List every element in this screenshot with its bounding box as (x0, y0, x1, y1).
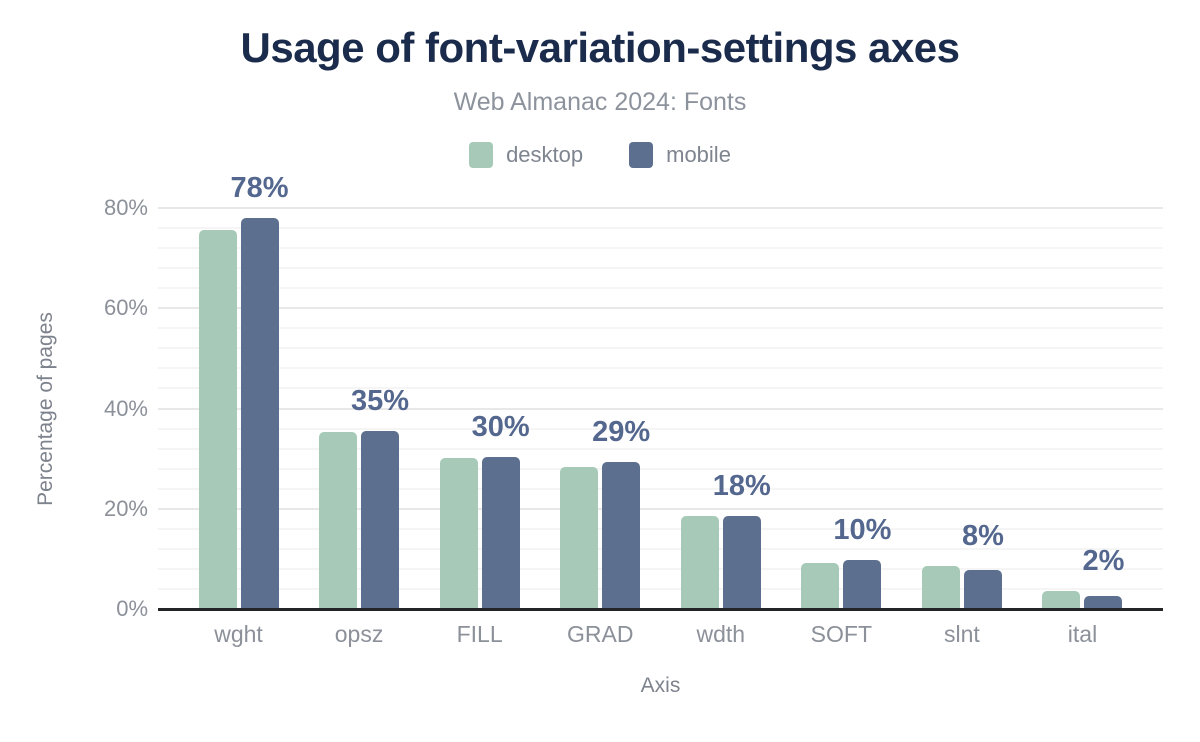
x-tick-label: wght (214, 621, 263, 647)
gridline-minor (158, 427, 1163, 430)
bar-group-opsz: 35% (319, 208, 409, 609)
y-tick-label: 0% (116, 596, 148, 621)
x-axis-title: Axis (640, 674, 681, 697)
bar-mobile (240, 217, 279, 608)
bar-value-label: 8% (961, 519, 1004, 552)
bar-mobile (1084, 595, 1123, 608)
bar-desktop (801, 562, 840, 608)
legend-item-mobile: mobile (629, 142, 731, 168)
y-tick-label: 60% (103, 295, 148, 321)
bar-group-wght: 78% (198, 172, 289, 609)
gridline-minor (158, 227, 1163, 230)
bar-value-label: 35% (351, 385, 410, 418)
gridline-minor (158, 367, 1163, 370)
bar-mobile (361, 431, 400, 608)
x-axis-baseline (158, 608, 1163, 611)
bar-mobile (843, 559, 882, 608)
bar-mobile (602, 462, 641, 608)
gridline-minor (158, 527, 1163, 530)
bar-mobile (722, 515, 761, 608)
bar-value-label: 2% (1082, 545, 1125, 578)
bar-group-wdth: 18% (680, 208, 771, 609)
gridline-major (158, 507, 1163, 510)
bar-desktop (198, 230, 237, 608)
bar-group-GRAD: 29% (560, 208, 650, 609)
x-tick-label: slnt (944, 621, 980, 647)
bar-desktop (439, 458, 478, 608)
x-tick-label: GRAD (566, 621, 634, 647)
x-tick-label: opsz (334, 621, 384, 647)
bar-value-label: 18% (712, 469, 771, 502)
y-tick-label: 80% (103, 195, 148, 220)
bar-mobile (481, 456, 520, 608)
x-tick-label: wdth (696, 621, 746, 647)
bar-group-FILL: 30% (439, 208, 530, 609)
chart-subtitle: Web Almanac 2024: Fonts (453, 88, 747, 116)
gridline-minor (158, 447, 1163, 450)
gridline-minor (158, 587, 1163, 590)
legend-label: mobile (666, 142, 731, 167)
gridline-minor (158, 387, 1163, 390)
gridline-minor (158, 247, 1163, 250)
gridline-minor (158, 567, 1163, 570)
gridline-major (158, 307, 1163, 310)
gridline-minor (158, 287, 1163, 290)
legend-swatch-desktop (469, 142, 494, 168)
bar-value-label: 29% (592, 416, 651, 449)
plot-area: 78% wght 35% opsz 30% FILL 29% GRAD 18% wdth 10% SO… (158, 172, 1163, 647)
bar-value-label: 30% (471, 410, 530, 443)
bar-desktop (1042, 591, 1081, 608)
legend-item-desktop: desktop (469, 142, 583, 168)
legend-swatch-mobile (629, 142, 654, 168)
bar-desktop (319, 431, 358, 608)
gridline-minor (158, 347, 1163, 350)
bar-group-slnt: 8% (921, 208, 1004, 609)
bar-group-SOFT: 10% (801, 208, 891, 609)
x-tick-label: FILL (456, 621, 503, 647)
gridline-minor (158, 327, 1163, 330)
y-tick-label: 40% (103, 395, 148, 421)
gridline-minor (158, 487, 1163, 490)
gridline-major (158, 207, 1163, 209)
bar-value-label: 78% (230, 171, 289, 204)
x-tick-label: SOFT (810, 621, 873, 647)
gridline-major (158, 407, 1163, 410)
bar-mobile (963, 569, 1002, 608)
bar-desktop (680, 516, 719, 608)
x-tick-label: ital (1067, 621, 1098, 647)
gridline-minor (158, 267, 1163, 270)
y-tick-label: 20% (103, 495, 148, 521)
bar-value-label: 10% (833, 513, 892, 546)
bar-desktop (560, 467, 599, 608)
legend-label: desktop (506, 142, 584, 167)
bar-desktop (921, 565, 960, 608)
legend: desktop mobile (0, 142, 1200, 168)
chart-title: Usage of font-variation-settings axes (240, 24, 960, 71)
bar-group-ital: 2% (1042, 208, 1125, 609)
gridline-minor (158, 467, 1163, 470)
gridline-minor (158, 547, 1163, 550)
